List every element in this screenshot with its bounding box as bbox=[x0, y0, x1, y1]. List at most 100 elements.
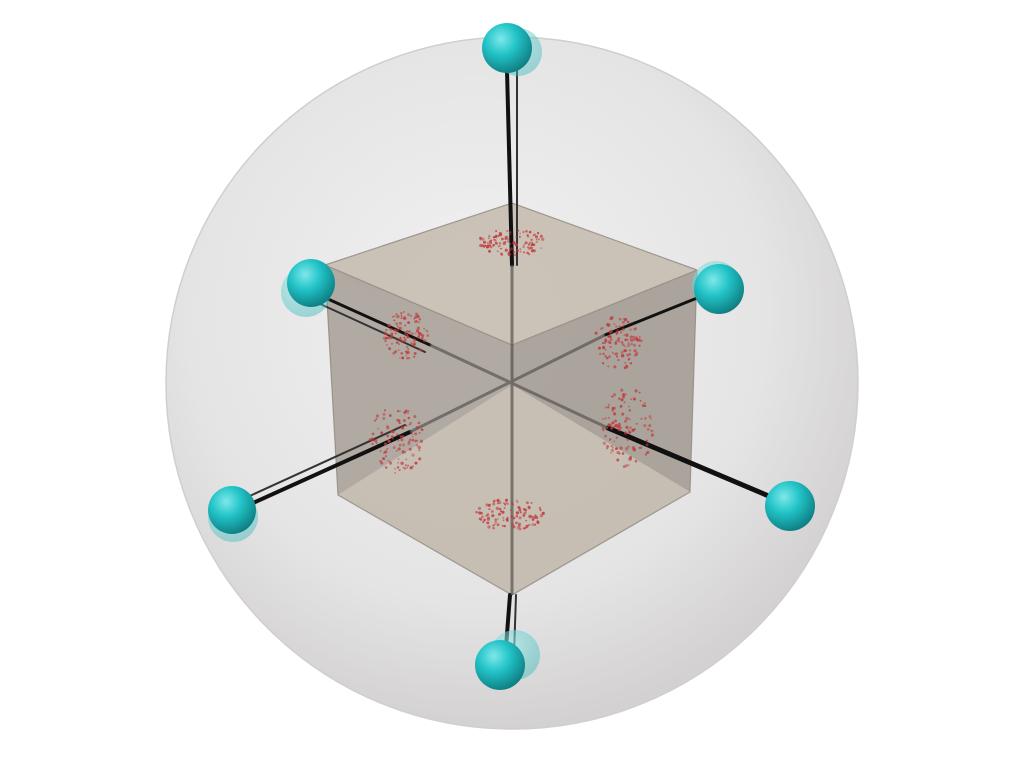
particle bbox=[392, 351, 396, 355]
particle bbox=[515, 243, 518, 246]
particle bbox=[487, 503, 491, 507]
particle bbox=[385, 332, 389, 336]
particle bbox=[394, 471, 396, 474]
particle bbox=[613, 365, 617, 369]
particle bbox=[625, 365, 629, 369]
particle bbox=[506, 229, 509, 233]
node-left-lower bbox=[208, 486, 256, 534]
particle bbox=[619, 331, 623, 334]
particle bbox=[425, 329, 428, 332]
particle bbox=[514, 253, 517, 257]
particle bbox=[478, 511, 482, 515]
particle bbox=[632, 343, 636, 347]
particle bbox=[622, 325, 624, 328]
particle bbox=[504, 238, 507, 240]
particle bbox=[534, 235, 539, 239]
particle bbox=[522, 230, 525, 234]
particle bbox=[531, 518, 535, 521]
particle bbox=[634, 459, 638, 463]
particle bbox=[483, 518, 486, 522]
particle bbox=[617, 337, 621, 341]
particle bbox=[611, 408, 615, 412]
particle bbox=[525, 501, 529, 505]
particle bbox=[397, 343, 401, 346]
particle bbox=[426, 334, 430, 337]
particle bbox=[417, 445, 421, 450]
particle bbox=[598, 346, 601, 350]
particle bbox=[415, 329, 420, 333]
particle bbox=[541, 237, 545, 241]
particle bbox=[628, 409, 631, 412]
particle bbox=[400, 317, 403, 319]
particle bbox=[604, 338, 608, 341]
particle bbox=[602, 352, 605, 355]
particle bbox=[639, 336, 641, 338]
particle bbox=[382, 416, 386, 420]
node-left-upper bbox=[287, 259, 335, 307]
particle bbox=[528, 523, 531, 526]
particle bbox=[536, 521, 540, 524]
particle bbox=[519, 232, 521, 235]
particle bbox=[492, 524, 495, 527]
node-bottom bbox=[475, 640, 525, 690]
particle bbox=[518, 527, 522, 531]
particle bbox=[503, 506, 506, 510]
particle bbox=[530, 241, 534, 245]
particle bbox=[599, 352, 602, 356]
particle bbox=[523, 243, 526, 246]
particle bbox=[492, 236, 495, 239]
particle bbox=[638, 446, 641, 449]
particle bbox=[639, 446, 643, 450]
particle bbox=[400, 438, 404, 442]
particle bbox=[531, 515, 534, 518]
particle bbox=[638, 391, 641, 394]
particle bbox=[630, 338, 634, 343]
particle bbox=[401, 435, 404, 438]
particle bbox=[414, 315, 418, 319]
particle bbox=[650, 417, 653, 420]
particle bbox=[416, 326, 420, 330]
node-top bbox=[482, 23, 532, 73]
particle bbox=[496, 502, 499, 505]
particle bbox=[606, 447, 609, 450]
particle bbox=[528, 514, 532, 519]
particle bbox=[410, 341, 413, 344]
particle bbox=[639, 399, 642, 402]
particle bbox=[414, 432, 418, 436]
particle bbox=[627, 428, 630, 431]
particle bbox=[410, 315, 413, 317]
particle bbox=[409, 421, 413, 425]
particle bbox=[400, 426, 405, 430]
particle bbox=[628, 430, 632, 434]
rod-right-lower bbox=[605, 425, 793, 508]
particle bbox=[375, 418, 378, 420]
particle bbox=[612, 425, 616, 428]
particle bbox=[625, 349, 628, 352]
particle bbox=[634, 428, 636, 431]
particle bbox=[607, 406, 610, 409]
particle bbox=[421, 334, 425, 338]
particle bbox=[409, 466, 413, 470]
particle bbox=[401, 450, 405, 454]
particle bbox=[512, 525, 516, 529]
particle bbox=[614, 341, 617, 344]
particle bbox=[519, 248, 522, 250]
particle bbox=[629, 328, 632, 331]
particle bbox=[393, 328, 397, 332]
particle bbox=[395, 313, 398, 316]
particle bbox=[407, 348, 410, 350]
particle bbox=[380, 431, 384, 435]
particle bbox=[627, 342, 631, 347]
particle bbox=[617, 425, 621, 429]
particle bbox=[396, 466, 400, 469]
particle bbox=[619, 446, 623, 450]
particle bbox=[609, 438, 612, 440]
particle bbox=[399, 327, 401, 330]
particle bbox=[419, 439, 424, 443]
particle bbox=[414, 461, 418, 465]
particle bbox=[633, 327, 637, 331]
particle bbox=[621, 320, 626, 324]
particle bbox=[537, 238, 540, 241]
particle bbox=[485, 245, 489, 249]
node-right-upper bbox=[694, 264, 744, 314]
